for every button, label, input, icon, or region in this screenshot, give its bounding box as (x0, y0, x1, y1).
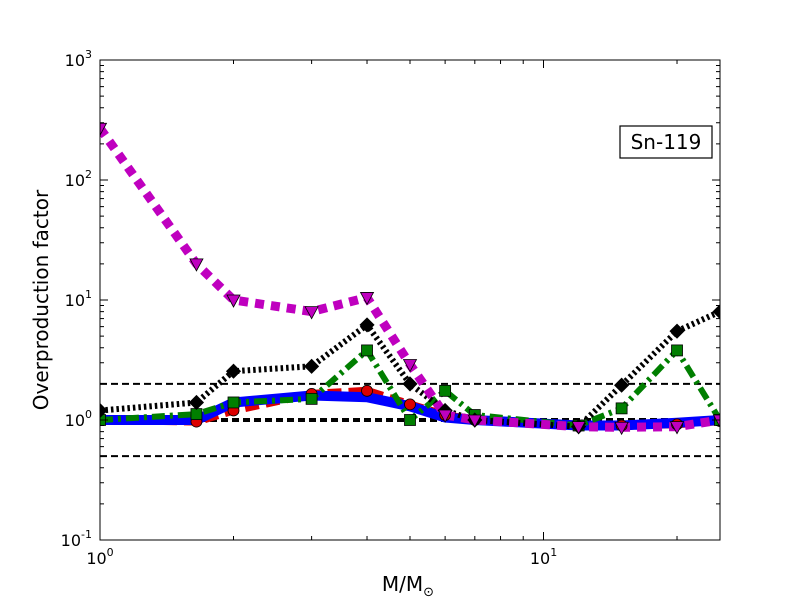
data-point (361, 344, 373, 357)
data-point (225, 363, 242, 379)
data-point (304, 306, 319, 320)
data-point (671, 344, 683, 357)
data-point (614, 421, 629, 436)
tick-label: 103 (65, 48, 92, 70)
data-point (439, 384, 452, 397)
data-point (404, 414, 416, 426)
data-point (467, 414, 482, 428)
data-point (615, 402, 628, 415)
plot-area (100, 60, 720, 540)
data-point (712, 414, 720, 428)
data-point (359, 292, 375, 306)
data-point (227, 396, 240, 409)
data-point (190, 408, 203, 420)
data-point (669, 421, 685, 435)
data-point (100, 402, 108, 419)
series-line (100, 125, 720, 432)
series-line (100, 308, 720, 430)
series-line (100, 347, 720, 429)
data-point (402, 359, 418, 373)
data-point (361, 384, 373, 397)
tick-label: 101 (65, 288, 92, 310)
data-point (226, 294, 241, 308)
annotation-frame (619, 125, 713, 159)
data-point (437, 409, 453, 423)
data-point (614, 377, 630, 393)
y-axis-label: Overproduction factor (29, 189, 53, 410)
tick-label: 10-1 (61, 528, 92, 550)
series-line (100, 390, 720, 431)
series-layer (100, 125, 720, 432)
data-point (669, 323, 685, 339)
annotation-box: Sn-119 (619, 125, 713, 159)
annotation-label: Sn-119 (631, 130, 702, 154)
marker-layer (100, 122, 720, 436)
x-axis-label-subscript: ⊙ (423, 585, 434, 600)
data-point (571, 421, 586, 435)
data-point (404, 398, 416, 411)
tick-label: 100 (86, 546, 113, 568)
data-point (189, 258, 204, 272)
tick-label: 101 (530, 546, 557, 568)
data-point (100, 122, 108, 137)
x-axis-label: M/M⊙ (382, 572, 434, 600)
data-point (359, 317, 375, 333)
tick-label: 100 (65, 408, 92, 430)
data-point (304, 358, 320, 374)
data-point (402, 376, 418, 392)
data-point (188, 394, 205, 411)
tick-label: 102 (65, 168, 92, 190)
data-point (305, 392, 318, 405)
